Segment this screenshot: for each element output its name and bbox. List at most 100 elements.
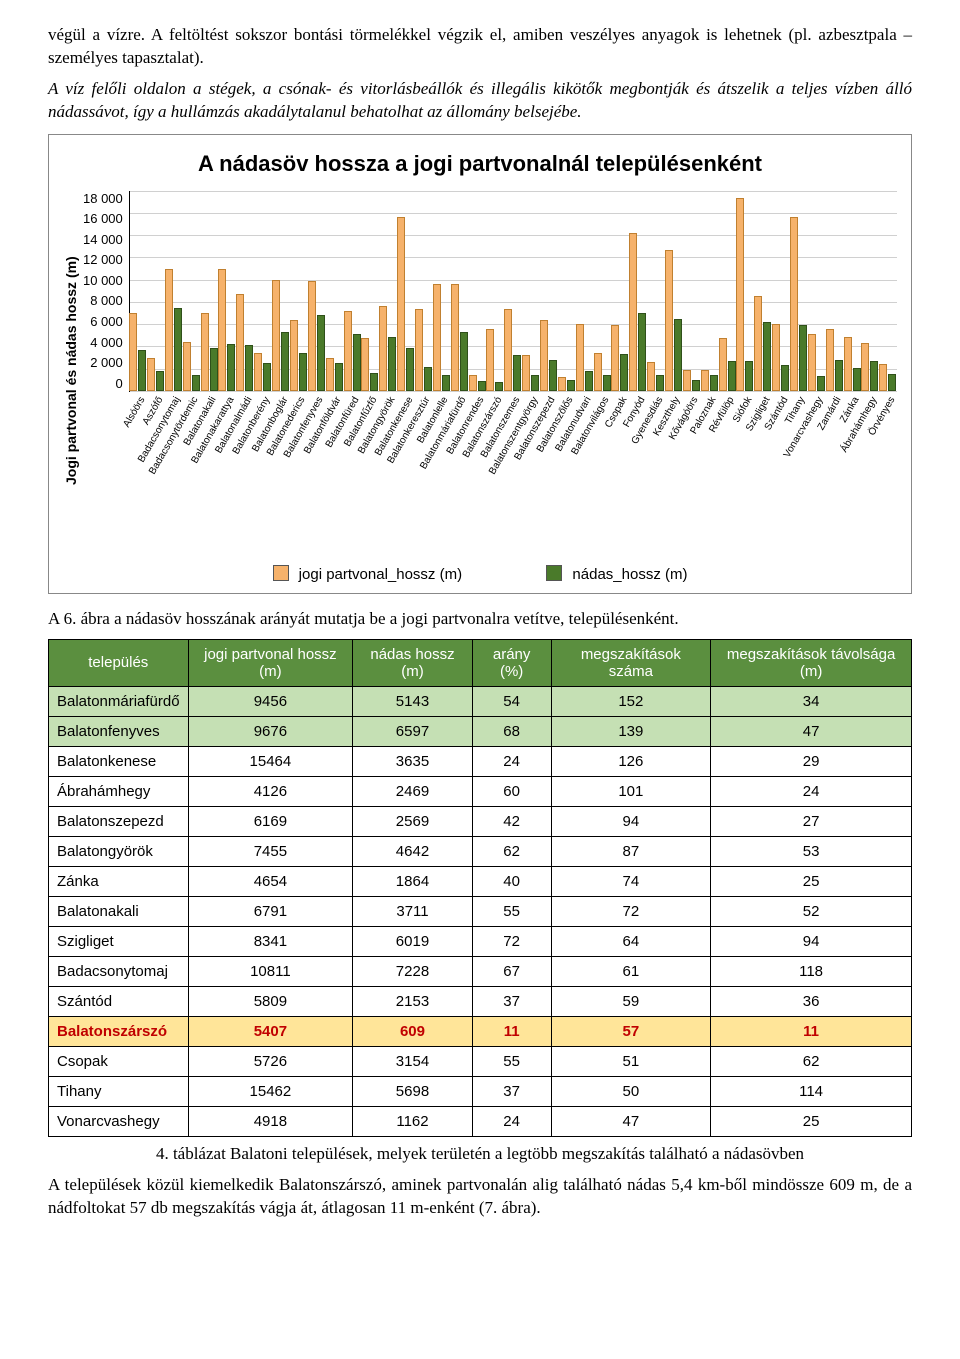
bar-series-b	[888, 374, 896, 390]
table-cell: 53	[711, 836, 912, 866]
bar-series-a	[451, 284, 459, 391]
table-cell: Tihany	[49, 1076, 189, 1106]
table-row: Szigliget83416019726494	[49, 926, 912, 956]
table-row: Tihany1546256983750114	[49, 1076, 912, 1106]
bar-series-b	[585, 371, 593, 391]
table-header-cell: megszakítások száma	[551, 639, 711, 686]
bar-group	[254, 353, 272, 391]
bar-group	[450, 284, 468, 391]
bar-group	[790, 217, 808, 391]
bar-series-a	[236, 294, 244, 390]
bar-series-a	[736, 198, 744, 391]
bar-series-a	[344, 311, 352, 391]
table-cell: 52	[711, 896, 912, 926]
chart-plot: Jogi partvonal és nádas hossz (m) 18 000…	[63, 191, 897, 551]
bar-series-a	[826, 329, 834, 391]
chart-title: A nádasöv hossza a jogi partvonalnál tel…	[63, 151, 897, 177]
table-cell: 25	[711, 1106, 912, 1136]
bar-series-a	[290, 320, 298, 391]
bar-group	[807, 334, 825, 391]
closing-paragraph: A települések közül kiemelkedik Balatons…	[48, 1174, 912, 1220]
bar-group	[307, 281, 325, 391]
table-cell: 11	[711, 1016, 912, 1046]
table-cell: Szántód	[49, 986, 189, 1016]
bar-series-a	[665, 250, 673, 391]
legend-label-a: jogi partvonal_hossz (m)	[299, 566, 462, 583]
data-table: településjogi partvonal hossz (m)nádas h…	[48, 639, 912, 1137]
bar-series-a	[218, 269, 226, 391]
table-cell: 50	[551, 1076, 711, 1106]
bar-group	[486, 329, 504, 391]
y-tick: 12 000	[83, 252, 123, 267]
bar-series-b	[424, 367, 432, 391]
table-cell: 59	[551, 986, 711, 1016]
table-cell: 9676	[188, 716, 353, 746]
bar-series-a	[415, 309, 423, 391]
table-cell: Balatonszárszó	[49, 1016, 189, 1046]
bar-series-a	[611, 325, 619, 391]
bar-series-a	[701, 370, 709, 391]
table-cell: 15464	[188, 746, 353, 776]
bar-series-b	[781, 365, 789, 391]
bar-series-b	[138, 350, 146, 391]
table-cell: 2569	[353, 806, 473, 836]
page: végül a vízre. A feltöltést sokszor bont…	[0, 0, 960, 1252]
table-cell: 61	[551, 956, 711, 986]
table-cell: 51	[551, 1046, 711, 1076]
bar-series-a	[772, 324, 780, 391]
bar-group	[843, 337, 861, 391]
bar-series-a	[540, 320, 548, 391]
y-tick: 4 000	[90, 335, 123, 350]
table-cell: 62	[472, 836, 551, 866]
table-cell: 139	[551, 716, 711, 746]
table-cell: 36	[711, 986, 912, 1016]
table-row: Balatonkenese1546436352412629	[49, 746, 912, 776]
bar-series-a	[790, 217, 798, 391]
bar-group	[236, 294, 254, 390]
bar-group	[218, 269, 236, 391]
bar-series-a	[629, 233, 637, 391]
bar-group	[129, 313, 147, 391]
legend-label-b: nádas_hossz (m)	[572, 566, 687, 583]
bar-group	[415, 309, 433, 391]
intro-paragraph-2: A víz felőli oldalon a stégek, a csónak-…	[48, 78, 912, 124]
bar-series-a	[558, 377, 566, 391]
table-cell: Csopak	[49, 1046, 189, 1076]
intro-paragraph-1: végül a vízre. A feltöltést sokszor bont…	[48, 24, 912, 70]
legend-swatch-a	[273, 565, 289, 581]
table-row: Szántód58092153375936	[49, 986, 912, 1016]
bar-series-b	[406, 348, 414, 390]
bar-series-a	[147, 358, 155, 391]
bar-series-a	[522, 355, 530, 390]
table-cell: 68	[472, 716, 551, 746]
table-cell: 5726	[188, 1046, 353, 1076]
table-row: Balatongyörök74554642628753	[49, 836, 912, 866]
table-cell: Badacsonytomaj	[49, 956, 189, 986]
bar-group	[290, 320, 308, 391]
bar-group	[325, 358, 343, 391]
table-cell: Balatongyörök	[49, 836, 189, 866]
table-row: Ábrahámhegy412624696010124	[49, 776, 912, 806]
bar-series-b	[299, 353, 307, 391]
bar-series-a	[844, 337, 852, 391]
table-cell: 2469	[353, 776, 473, 806]
bar-series-b	[156, 371, 164, 391]
bar-group	[540, 320, 558, 391]
bar-series-b	[656, 375, 664, 390]
table-cell: Balatonszepezd	[49, 806, 189, 836]
table-cell: 94	[711, 926, 912, 956]
bar-series-a	[683, 370, 691, 391]
table-cell: 34	[711, 686, 912, 716]
table-row: Balatonszepezd61692569429427	[49, 806, 912, 836]
bar-group	[397, 217, 415, 391]
bar-series-b	[549, 360, 557, 391]
bar-series-b	[335, 363, 343, 391]
bar-group	[200, 313, 218, 390]
bar-group	[647, 362, 665, 391]
bar-series-a	[201, 313, 209, 390]
y-axis-label: Jogi partvonal és nádas hossz (m)	[63, 191, 83, 551]
table-cell: 29	[711, 746, 912, 776]
table-cell: 4654	[188, 866, 353, 896]
table-cell: 152	[551, 686, 711, 716]
table-body: Balatonmáriafürdő945651435415234Balatonf…	[49, 686, 912, 1136]
